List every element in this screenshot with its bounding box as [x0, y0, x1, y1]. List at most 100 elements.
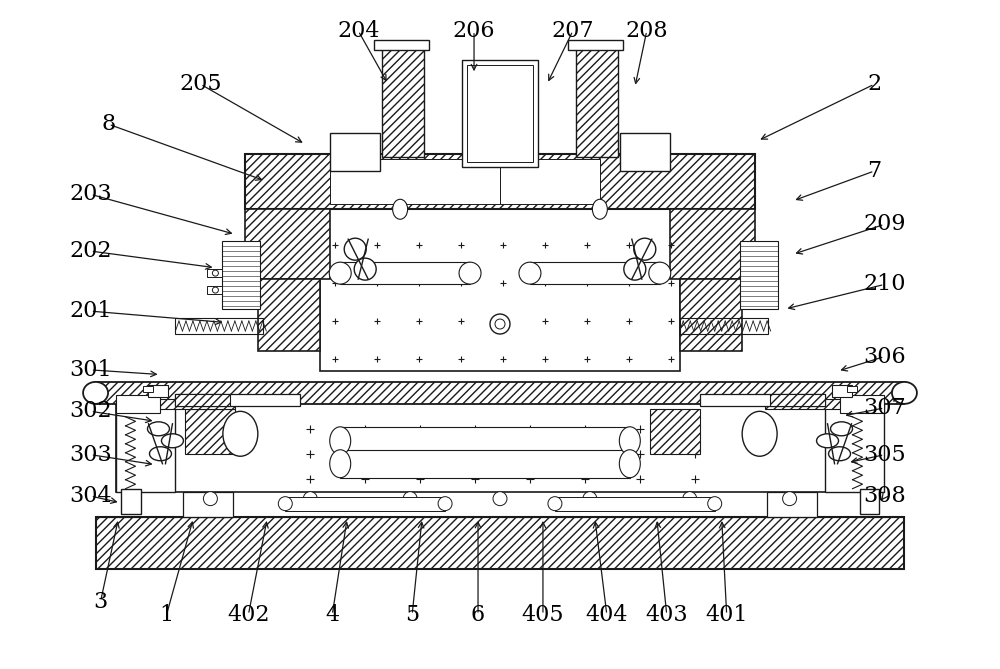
- Bar: [320, 209, 680, 371]
- Bar: [847, 386, 857, 392]
- Bar: [670, 209, 755, 279]
- Bar: [143, 386, 153, 392]
- Text: 203: 203: [69, 183, 112, 205]
- Ellipse shape: [393, 199, 408, 219]
- Bar: [116, 402, 175, 492]
- Bar: [121, 488, 140, 514]
- Bar: [245, 209, 330, 279]
- Bar: [825, 402, 884, 492]
- Bar: [555, 496, 715, 510]
- Text: 1: 1: [159, 604, 174, 626]
- Ellipse shape: [683, 492, 697, 506]
- Text: 302: 302: [69, 400, 112, 422]
- Bar: [185, 409, 235, 454]
- Bar: [116, 395, 160, 413]
- Text: 7: 7: [867, 160, 882, 182]
- Bar: [340, 262, 470, 284]
- Text: 305: 305: [863, 444, 906, 466]
- Ellipse shape: [619, 427, 640, 455]
- Ellipse shape: [708, 496, 722, 510]
- Ellipse shape: [212, 270, 218, 276]
- Text: 308: 308: [863, 485, 906, 507]
- Ellipse shape: [619, 450, 640, 478]
- Ellipse shape: [149, 447, 171, 461]
- Ellipse shape: [649, 262, 671, 284]
- Bar: [96, 382, 904, 404]
- Bar: [175, 394, 300, 406]
- Bar: [500, 159, 600, 204]
- Ellipse shape: [783, 492, 797, 506]
- Ellipse shape: [490, 314, 510, 334]
- Bar: [467, 65, 533, 163]
- Bar: [382, 43, 424, 157]
- Text: 3: 3: [93, 591, 108, 613]
- Ellipse shape: [742, 411, 777, 456]
- Ellipse shape: [330, 450, 351, 478]
- Text: 4: 4: [325, 604, 339, 626]
- Text: 205: 205: [179, 73, 222, 95]
- Text: 403: 403: [645, 604, 688, 626]
- Ellipse shape: [592, 199, 607, 219]
- Ellipse shape: [817, 434, 839, 448]
- Ellipse shape: [548, 496, 562, 510]
- Text: 5: 5: [405, 604, 419, 626]
- Text: 405: 405: [522, 604, 564, 626]
- Bar: [96, 516, 904, 569]
- Text: 402: 402: [227, 604, 270, 626]
- Text: 304: 304: [69, 485, 112, 507]
- Ellipse shape: [438, 496, 452, 510]
- Text: 401: 401: [705, 604, 748, 626]
- Text: 202: 202: [69, 240, 112, 262]
- Bar: [832, 385, 852, 397]
- Bar: [285, 496, 445, 510]
- Ellipse shape: [303, 492, 317, 506]
- Bar: [245, 155, 755, 209]
- Bar: [183, 492, 233, 516]
- Text: 208: 208: [625, 20, 668, 41]
- Ellipse shape: [83, 382, 108, 404]
- Bar: [374, 39, 429, 50]
- Ellipse shape: [330, 427, 351, 455]
- Bar: [840, 395, 884, 413]
- Text: 209: 209: [863, 213, 906, 235]
- Bar: [576, 43, 618, 157]
- Bar: [116, 402, 884, 492]
- Ellipse shape: [829, 447, 851, 461]
- Text: 2: 2: [867, 73, 882, 95]
- Text: 8: 8: [101, 113, 116, 135]
- Bar: [175, 394, 230, 406]
- Ellipse shape: [892, 382, 917, 404]
- Ellipse shape: [459, 262, 481, 284]
- Bar: [330, 159, 500, 204]
- Text: 306: 306: [863, 345, 906, 367]
- Ellipse shape: [278, 496, 292, 510]
- Bar: [740, 242, 778, 309]
- Ellipse shape: [329, 262, 351, 284]
- Bar: [258, 279, 320, 351]
- Ellipse shape: [403, 492, 417, 506]
- Bar: [462, 60, 538, 167]
- Ellipse shape: [203, 492, 217, 506]
- Text: 204: 204: [337, 20, 379, 41]
- Text: 404: 404: [586, 604, 628, 626]
- Ellipse shape: [493, 492, 507, 506]
- Bar: [330, 133, 380, 171]
- Text: 6: 6: [471, 604, 485, 626]
- Bar: [340, 427, 630, 455]
- Ellipse shape: [147, 422, 169, 436]
- Bar: [767, 492, 817, 516]
- Text: 206: 206: [453, 20, 495, 41]
- Bar: [207, 286, 222, 294]
- Bar: [680, 318, 768, 334]
- Bar: [568, 39, 623, 50]
- Text: 303: 303: [69, 444, 112, 466]
- Ellipse shape: [161, 434, 183, 448]
- Ellipse shape: [624, 258, 646, 280]
- Text: 301: 301: [69, 359, 112, 381]
- Ellipse shape: [583, 492, 597, 506]
- Ellipse shape: [634, 238, 656, 260]
- Bar: [860, 488, 879, 514]
- Bar: [530, 262, 660, 284]
- Bar: [700, 394, 825, 406]
- Ellipse shape: [354, 258, 376, 280]
